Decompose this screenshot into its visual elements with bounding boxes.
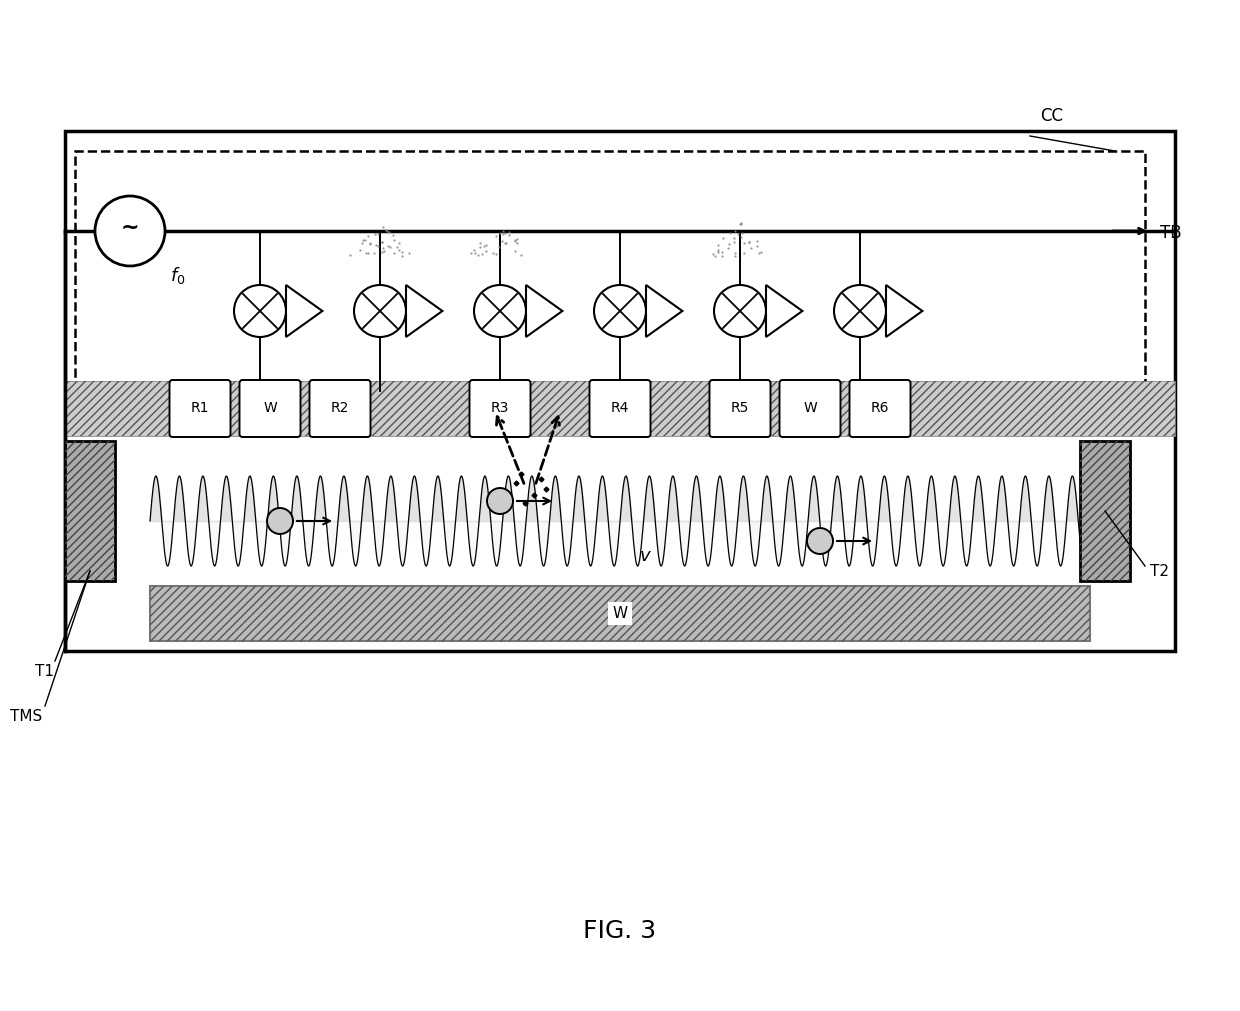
- FancyBboxPatch shape: [709, 380, 770, 437]
- Polygon shape: [526, 285, 563, 337]
- Text: v: v: [640, 547, 651, 565]
- Circle shape: [835, 285, 887, 337]
- Text: W: W: [613, 606, 627, 621]
- Text: R1: R1: [191, 401, 210, 416]
- Circle shape: [353, 285, 405, 337]
- Circle shape: [234, 285, 286, 337]
- FancyBboxPatch shape: [780, 380, 841, 437]
- Text: T1: T1: [35, 664, 55, 679]
- FancyBboxPatch shape: [150, 586, 1090, 641]
- Polygon shape: [646, 285, 682, 337]
- Circle shape: [95, 196, 165, 266]
- FancyBboxPatch shape: [74, 151, 1145, 391]
- Text: CC: CC: [1040, 107, 1063, 125]
- Circle shape: [594, 285, 646, 337]
- Circle shape: [807, 528, 833, 554]
- Text: ~: ~: [120, 218, 139, 238]
- Text: W: W: [804, 401, 817, 416]
- Text: R5: R5: [730, 401, 749, 416]
- FancyBboxPatch shape: [589, 380, 651, 437]
- FancyBboxPatch shape: [1080, 441, 1130, 581]
- Circle shape: [487, 488, 513, 514]
- FancyBboxPatch shape: [239, 380, 300, 437]
- Text: R3: R3: [491, 401, 510, 416]
- Polygon shape: [405, 285, 443, 337]
- Circle shape: [474, 285, 526, 337]
- Text: TB: TB: [1159, 224, 1182, 242]
- FancyBboxPatch shape: [64, 441, 115, 581]
- FancyBboxPatch shape: [470, 380, 531, 437]
- Text: T2: T2: [1149, 564, 1169, 579]
- Text: W: W: [263, 401, 277, 416]
- Circle shape: [267, 508, 293, 534]
- Polygon shape: [766, 285, 802, 337]
- FancyBboxPatch shape: [64, 381, 1176, 436]
- FancyBboxPatch shape: [849, 380, 910, 437]
- Text: R6: R6: [870, 401, 889, 416]
- Text: FIG. 3: FIG. 3: [584, 919, 656, 943]
- Circle shape: [714, 285, 766, 337]
- Text: $f_0$: $f_0$: [170, 265, 186, 286]
- Text: TMS: TMS: [10, 709, 42, 724]
- Polygon shape: [286, 285, 322, 337]
- FancyBboxPatch shape: [64, 131, 1176, 651]
- Text: R4: R4: [611, 401, 629, 416]
- Polygon shape: [887, 285, 923, 337]
- FancyBboxPatch shape: [170, 380, 231, 437]
- Text: R2: R2: [331, 401, 350, 416]
- FancyBboxPatch shape: [310, 380, 371, 437]
